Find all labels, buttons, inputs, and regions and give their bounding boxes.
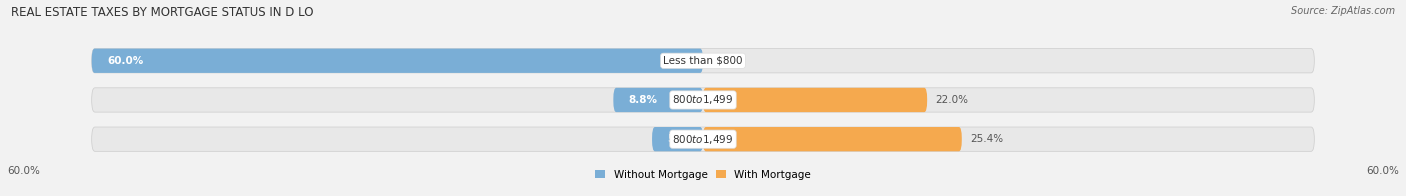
- Text: 22.0%: 22.0%: [935, 95, 969, 105]
- FancyBboxPatch shape: [703, 88, 927, 112]
- FancyBboxPatch shape: [91, 127, 1315, 151]
- FancyBboxPatch shape: [652, 127, 703, 151]
- FancyBboxPatch shape: [703, 127, 962, 151]
- Text: Source: ZipAtlas.com: Source: ZipAtlas.com: [1291, 6, 1395, 16]
- Text: REAL ESTATE TAXES BY MORTGAGE STATUS IN D LO: REAL ESTATE TAXES BY MORTGAGE STATUS IN …: [11, 6, 314, 19]
- Text: 25.4%: 25.4%: [970, 134, 1002, 144]
- Text: Less than $800: Less than $800: [664, 56, 742, 66]
- Legend: Without Mortgage, With Mortgage: Without Mortgage, With Mortgage: [591, 166, 815, 184]
- Text: 8.8%: 8.8%: [628, 95, 658, 105]
- FancyBboxPatch shape: [613, 88, 703, 112]
- FancyBboxPatch shape: [91, 49, 703, 73]
- Text: 60.0%: 60.0%: [107, 56, 143, 66]
- Text: 60.0%: 60.0%: [1367, 166, 1399, 176]
- FancyBboxPatch shape: [91, 49, 1315, 73]
- Text: $800 to $1,499: $800 to $1,499: [672, 133, 734, 146]
- Text: 0.0%: 0.0%: [711, 56, 737, 66]
- FancyBboxPatch shape: [91, 88, 1315, 112]
- Text: $800 to $1,499: $800 to $1,499: [672, 93, 734, 106]
- Text: 60.0%: 60.0%: [7, 166, 39, 176]
- Text: 5.0%: 5.0%: [668, 134, 696, 144]
